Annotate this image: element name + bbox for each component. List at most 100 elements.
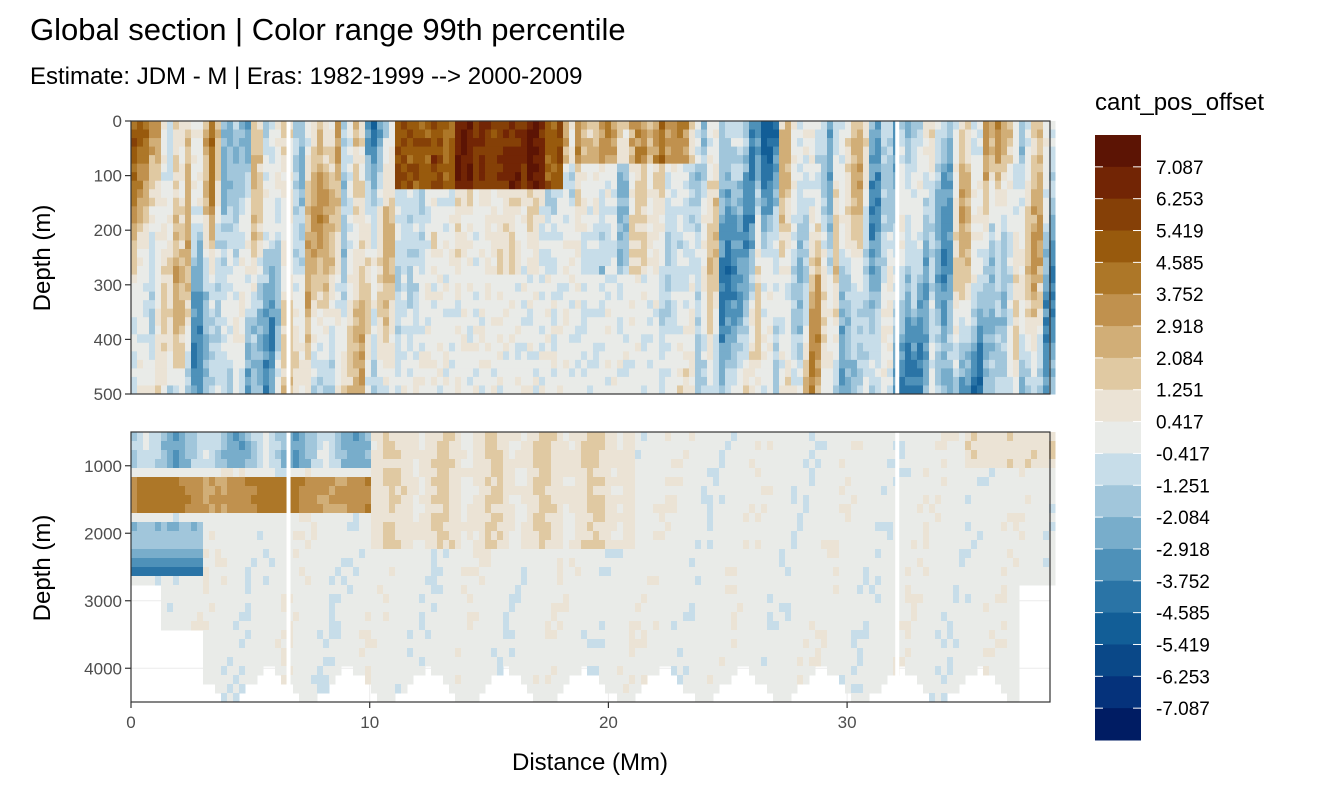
heatmap-cell: [887, 359, 894, 369]
heatmap-cell: [263, 180, 270, 190]
heatmap-cell: [257, 359, 264, 369]
heatmap-cell: [659, 121, 666, 131]
heatmap-cell: [1019, 138, 1026, 148]
heatmap-cell: [197, 385, 204, 395]
heatmap-cell: [815, 308, 822, 318]
heatmap-cell: [587, 189, 594, 199]
heatmap-cell: [425, 300, 432, 310]
heatmap-cell: [185, 342, 192, 352]
heatmap-cell: [527, 376, 534, 386]
heatmap-cell: [167, 385, 174, 395]
heatmap-cell: [569, 155, 576, 165]
heatmap-cell: [251, 163, 258, 173]
y-tick-label: 500: [94, 385, 122, 404]
heatmap-cell: [371, 317, 378, 327]
heatmap-cell: [497, 138, 504, 148]
heatmap-cell: [557, 121, 564, 131]
heatmap-cell: [581, 163, 588, 173]
heatmap-cell: [713, 248, 720, 258]
heatmap-cell: [659, 274, 666, 284]
heatmap-cell: [299, 172, 306, 182]
heatmap-cell: [623, 385, 630, 395]
heatmap-cell: [233, 155, 240, 165]
heatmap-cell: [641, 325, 648, 335]
heatmap-cell: [629, 180, 636, 190]
heatmap-cell: [713, 376, 720, 386]
heatmap-cell: [401, 121, 408, 131]
heatmap-cell: [341, 334, 348, 344]
heatmap-cell: [557, 291, 564, 301]
heatmap-cell: [455, 342, 462, 352]
heatmap-cell: [563, 308, 570, 318]
heatmap-cell: [371, 385, 378, 395]
heatmap-cell: [1037, 257, 1044, 267]
heatmap-cell: [665, 385, 672, 395]
heatmap-cell: [449, 155, 456, 165]
heatmap-cell: [947, 214, 954, 224]
heatmap-cell: [1013, 368, 1020, 378]
heatmap-cell: [329, 317, 336, 327]
heatmap-cell: [557, 248, 564, 258]
heatmap-cell: [611, 291, 618, 301]
heatmap-cell: [149, 351, 156, 361]
heatmap-cell: [197, 248, 204, 258]
heatmap-cell: [983, 351, 990, 361]
heatmap-cell: [587, 155, 594, 165]
heatmap-cell: [725, 214, 732, 224]
heatmap-cell: [1049, 180, 1056, 190]
heatmap-cell: [539, 291, 546, 301]
heatmap-cell: [449, 291, 456, 301]
heatmap-cell: [1049, 248, 1056, 258]
heatmap-cell: [827, 240, 834, 250]
heatmap-cell: [407, 146, 414, 156]
heatmap-cell: [347, 172, 354, 182]
heatmap-cell: [857, 291, 864, 301]
heatmap-cell: [887, 308, 894, 318]
heatmap-cell: [917, 155, 924, 165]
heatmap-cell: [845, 231, 852, 241]
heatmap-cell: [305, 155, 312, 165]
heatmap-cell: [413, 206, 420, 216]
heatmap-cell: [155, 359, 162, 369]
heatmap-cell: [929, 180, 936, 190]
heatmap-cell: [227, 223, 234, 233]
heatmap-cell: [317, 257, 324, 267]
heatmap-cell: [347, 291, 354, 301]
heatmap-cell: [281, 274, 288, 284]
heatmap-cell: [725, 197, 732, 207]
heatmap-cell: [221, 283, 228, 293]
heatmap-cell: [527, 291, 534, 301]
heatmap-cell: [827, 334, 834, 344]
heatmap-cell: [191, 385, 198, 395]
heatmap-cell: [791, 385, 798, 395]
heatmap-cell: [881, 240, 888, 250]
heatmap-cell: [875, 189, 882, 199]
heatmap-cell: [173, 248, 180, 258]
heatmap-cell: [341, 274, 348, 284]
heatmap-cell: [725, 325, 732, 335]
heatmap-cell: [767, 248, 774, 258]
heatmap-cell: [599, 138, 606, 148]
heatmap-cell: [635, 214, 642, 224]
heatmap-cell: [797, 342, 804, 352]
heatmap-cell: [863, 257, 870, 267]
heatmap-cell: [263, 138, 270, 148]
heatmap-cell: [641, 214, 648, 224]
heatmap-cell: [221, 317, 228, 327]
heatmap-cell: [605, 172, 612, 182]
heatmap-cell: [407, 180, 414, 190]
heatmap-cell: [791, 146, 798, 156]
heatmap-cell: [305, 283, 312, 293]
heatmap-cell: [215, 359, 222, 369]
heatmap-cell: [497, 359, 504, 369]
heatmap-cell: [563, 376, 570, 386]
heatmap-cell: [815, 129, 822, 139]
heatmap-cell: [227, 351, 234, 361]
heatmap-cell: [245, 189, 252, 199]
heatmap-cell: [905, 266, 912, 276]
heatmap-cell: [161, 163, 168, 173]
heatmap-cell: [707, 223, 714, 233]
heatmap-cell: [395, 155, 402, 165]
heatmap-cell: [161, 155, 168, 165]
heatmap-cell: [269, 334, 276, 344]
